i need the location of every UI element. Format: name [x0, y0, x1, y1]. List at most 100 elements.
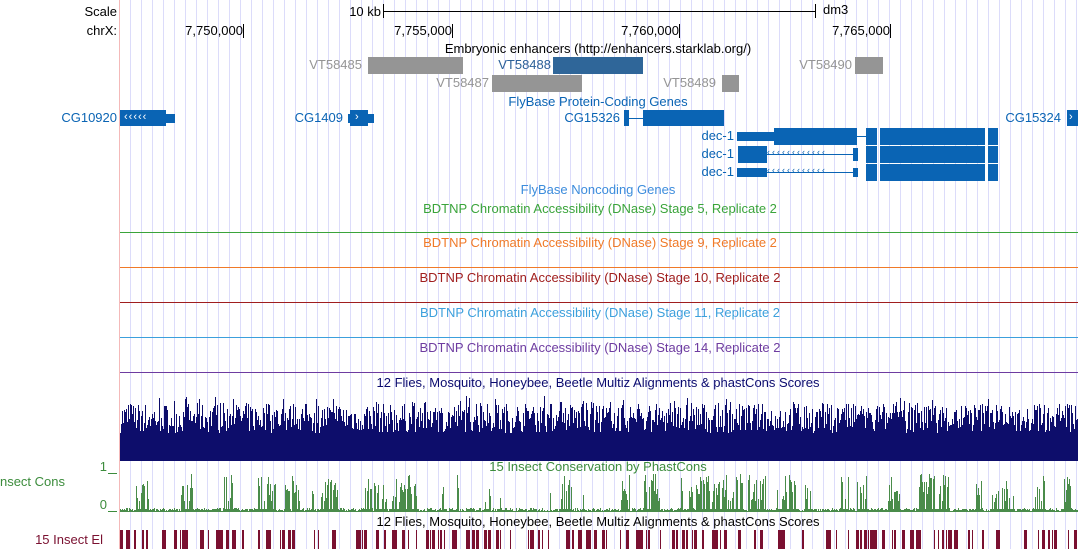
multiz-bar [1060, 420, 1061, 461]
multiz-bar [652, 419, 653, 461]
phastcons-bar [452, 508, 453, 512]
multiz-bar [752, 420, 753, 461]
multiz-bar [814, 430, 815, 461]
multiz-bar [316, 399, 317, 461]
phastcons-bar [1044, 481, 1045, 512]
gene-label[interactable]: CG1409 [294, 110, 343, 125]
enhancer-VT58487[interactable] [492, 75, 582, 92]
enhancer-VT58489[interactable] [722, 75, 739, 92]
multiz-bar [531, 413, 532, 461]
phastcons-bar [933, 479, 934, 512]
phastcons-bar [871, 508, 872, 512]
phastcons-bar [599, 509, 600, 512]
gene-label[interactable]: dec-1 [701, 128, 734, 143]
multiz-bar [628, 431, 629, 461]
gene-label[interactable]: CG10920 [61, 110, 117, 125]
cons-track-title[interactable]: 15 Insect Conservation by PhastCons [489, 459, 707, 474]
conserved-elements-plot[interactable] [120, 530, 1078, 549]
multiz-bar [489, 412, 490, 461]
phastcons-bar [1059, 510, 1060, 512]
multiz-bar [931, 421, 932, 461]
phastcons-bar [127, 508, 128, 512]
multiz-bar [811, 422, 812, 461]
dnase-stage11-title[interactable]: BDTNP Chromatin Accessibility (DNase) St… [419, 305, 781, 320]
phastcons-bar [833, 510, 834, 512]
multiz-track-title[interactable]: 12 Flies, Mosquito, Honeybee, Beetle Mul… [376, 375, 820, 390]
gene-label[interactable]: CG15326 [564, 110, 620, 125]
dnase-stage5-signal[interactable] [120, 232, 1078, 233]
phastcons-bar [131, 509, 132, 512]
phastcons-bar [560, 509, 561, 512]
cons-track-label[interactable]: 15 Insect Cons [0, 474, 65, 489]
enhancer-label[interactable]: VT58485 [309, 57, 362, 72]
conserved-element [532, 530, 534, 549]
multiz-bar [416, 418, 417, 461]
multiz-conservation-plot[interactable] [120, 392, 1078, 461]
conserved-element [594, 530, 597, 549]
multiz-bar [831, 404, 832, 461]
dnase-stage14-title[interactable]: BDTNP Chromatin Accessibility (DNase) St… [419, 340, 781, 355]
dnase-stage10-title[interactable]: BDTNP Chromatin Accessibility (DNase) St… [419, 270, 781, 285]
multiz-bar [1035, 409, 1036, 461]
phastcons-bar [158, 509, 159, 512]
enhancer-VT58490[interactable] [855, 57, 883, 74]
dnase-stage11-signal[interactable] [120, 337, 1078, 338]
multiz-bar [382, 431, 383, 461]
multiz-track-title-2[interactable]: 12 Flies, Mosquito, Honeybee, Beetle Mul… [376, 514, 820, 529]
enhancer-label[interactable]: VT58489 [663, 75, 716, 90]
conserved-element [826, 530, 829, 549]
enhancer-VT58488[interactable] [553, 57, 643, 74]
multiz-bar [251, 410, 252, 461]
phastcons-bar [275, 483, 276, 512]
phastcons-bar [940, 486, 941, 512]
gene-dec-1[interactable] [737, 168, 767, 177]
enhancer-label[interactable]: VT58490 [799, 57, 852, 72]
gene-CG15324[interactable]: › [1067, 110, 1078, 126]
noncoding-track-title[interactable]: FlyBase Noncoding Genes [520, 182, 676, 197]
multiz-bar [739, 404, 740, 461]
phastcons-bar [1042, 509, 1043, 512]
multiz-bar [823, 403, 824, 461]
phastcons-bar [737, 480, 738, 512]
gene-dec-1[interactable] [738, 146, 767, 163]
phastcons-bar [819, 510, 820, 512]
phastcons-bar [810, 491, 811, 512]
multiz-bar [291, 427, 292, 461]
phastcons-bar [451, 509, 452, 512]
phastcons-bar [687, 508, 688, 512]
gene-CG15326[interactable] [624, 110, 629, 126]
gene-CG1409[interactable]: › [350, 110, 368, 126]
multiz-bar [792, 426, 793, 461]
elements-track-label[interactable]: 15 Insect El [35, 532, 103, 547]
multiz-bar [772, 425, 773, 461]
multiz-bar [922, 421, 923, 461]
dnase-stage10-signal[interactable] [120, 302, 1078, 303]
multiz-bar [134, 421, 135, 461]
enhancer-VT58485[interactable] [368, 57, 463, 74]
phastcons-bar [678, 508, 679, 512]
multiz-bar [485, 421, 486, 461]
enhancer-label[interactable]: VT58488 [498, 57, 551, 72]
dnase-stage14-signal[interactable] [120, 372, 1078, 373]
gene-CG10920[interactable]: ‹‹‹‹‹ [120, 110, 166, 126]
protein-genes-track-title[interactable]: FlyBase Protein-Coding Genes [508, 94, 688, 109]
multiz-bar [882, 411, 883, 461]
decoration [890, 24, 891, 38]
phastcons-plot[interactable] [120, 470, 1078, 512]
gene-label[interactable]: CG15324 [1005, 110, 1061, 125]
multiz-bar [912, 408, 913, 461]
multiz-bar [614, 412, 615, 461]
phastcons-bar [446, 509, 447, 512]
dnase-stage9-signal[interactable] [120, 267, 1078, 268]
gene-label[interactable]: dec-1 [701, 146, 734, 161]
phastcons-bar [510, 508, 511, 512]
conserved-element [694, 530, 697, 549]
dnase-stage9-title[interactable]: BDTNP Chromatin Accessibility (DNase) St… [423, 235, 777, 250]
enhancers-track-title[interactable]: Embryonic enhancers (http://enhancers.st… [444, 41, 752, 56]
gene-label[interactable]: dec-1 [701, 164, 734, 179]
gene-dec-1[interactable] [737, 132, 774, 141]
dnase-stage5-title[interactable]: BDTNP Chromatin Accessibility (DNase) St… [423, 201, 777, 216]
phastcons-bar [145, 509, 146, 512]
enhancer-label[interactable]: VT58487 [436, 75, 489, 90]
phastcons-bar [421, 510, 422, 512]
